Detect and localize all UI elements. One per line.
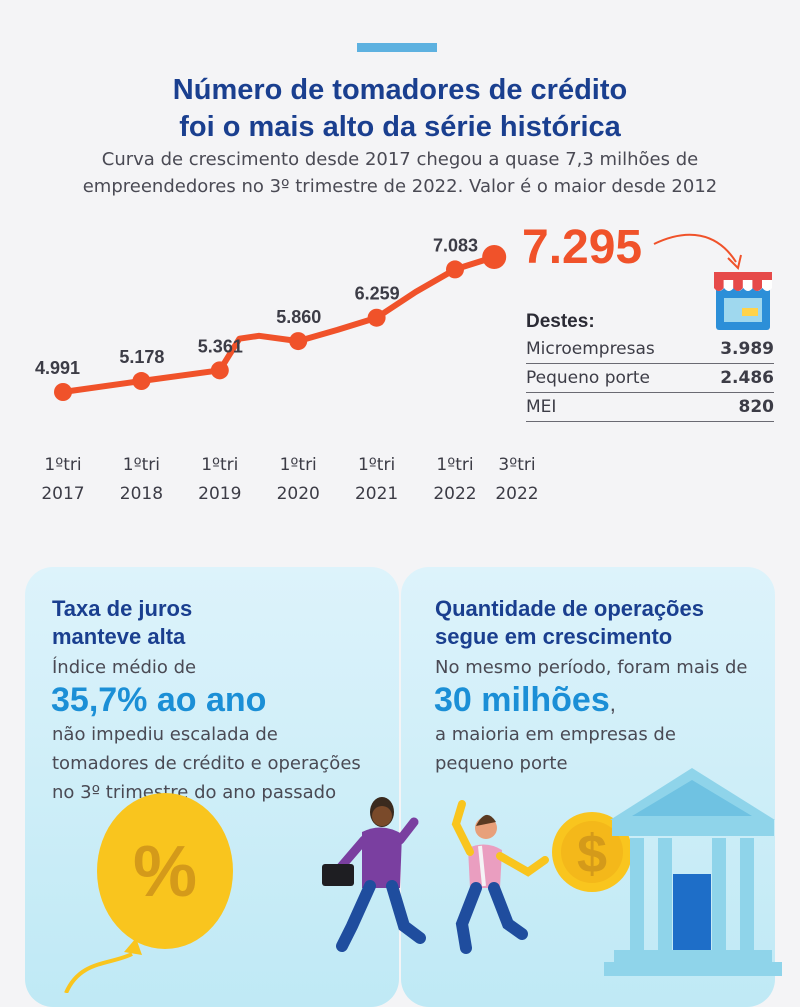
interest-rate-card: Taxa de juros manteve alta Índice médio … bbox=[25, 567, 399, 1007]
row-value: 820 bbox=[738, 397, 775, 417]
table-row: Pequeno porte 2.486 bbox=[526, 364, 774, 393]
row-label: Microempresas bbox=[526, 339, 655, 359]
x-tick-label: 2018 bbox=[120, 484, 163, 504]
breakdown-heading: Destes: bbox=[526, 311, 595, 332]
row-value: 3.989 bbox=[720, 339, 774, 359]
page-subtitle: Curva de crescimento desde 2017 chegou a… bbox=[20, 146, 780, 200]
x-tick-label: 2019 bbox=[198, 484, 241, 504]
data-points bbox=[54, 245, 507, 401]
table-row: MEI 820 bbox=[526, 393, 774, 422]
data-label: 5.178 bbox=[119, 347, 164, 367]
title-line-1: Número de tomadores de crédito bbox=[172, 74, 628, 106]
store-icon bbox=[714, 272, 772, 330]
highlight-value: 7.295 bbox=[522, 221, 643, 274]
x-tick-label: 1ºtri bbox=[44, 455, 81, 475]
line-chart: 4.991 5.178 5.361 5.860 6.259 7.083 1ºtri 2017… bbox=[35, 235, 539, 504]
card-title-line-1: Quantidade de operações bbox=[435, 596, 704, 621]
data-point bbox=[210, 361, 229, 380]
card-text-line-3: no 3º trimestre do ano passado bbox=[52, 782, 337, 803]
data-point bbox=[367, 308, 386, 327]
x-axis-labels: 1ºtri 2017 1ºtri 2018 1ºtri 2019 1ºtri 2020 1ºtr… bbox=[41, 455, 538, 504]
row-value: 2.486 bbox=[720, 368, 774, 388]
svg-text:%: % bbox=[133, 832, 197, 912]
card-big-value: 35,7% ao ano bbox=[51, 681, 267, 719]
card-text-line-1: a maioria em empresas de bbox=[435, 724, 676, 745]
subtitle-line-1: Curva de crescimento desde 2017 chegou a… bbox=[101, 149, 699, 170]
table-row: Microempresas 3.989 bbox=[526, 335, 774, 364]
x-tick-label: 2022 bbox=[495, 484, 538, 504]
dollar-coin-icon: $ bbox=[552, 812, 632, 892]
card-text-line-1: não impediu escalada de bbox=[52, 724, 278, 745]
svg-text:$: $ bbox=[577, 824, 607, 884]
data-label: 4.991 bbox=[35, 358, 80, 378]
data-point bbox=[482, 245, 507, 269]
x-tick-label: 2021 bbox=[355, 484, 398, 504]
percent-balloon-icon: % bbox=[64, 793, 233, 993]
data-label: 5.860 bbox=[276, 307, 321, 327]
card-big-value: 30 milhões, bbox=[434, 681, 616, 720]
x-tick-label: 1ºtri bbox=[358, 455, 395, 475]
illustrations: % $ bbox=[64, 768, 782, 993]
card-text-line-2: pequeno porte bbox=[435, 753, 568, 774]
x-tick-label: 1ºtri bbox=[280, 455, 317, 475]
x-tick-label: 2022 bbox=[433, 484, 476, 504]
breakdown-table: Destes: Microempresas 3.989 Pequeno port… bbox=[526, 311, 774, 422]
x-tick-label: 3ºtri bbox=[498, 455, 535, 475]
man-runner-figure bbox=[451, 800, 549, 954]
card-text: não impediu escalada de tomadores de cré… bbox=[52, 720, 361, 807]
card-intro: No mesmo período, foram mais de bbox=[435, 657, 748, 678]
card-title: Taxa de juros manteve alta bbox=[52, 595, 192, 651]
x-tick-label: 2017 bbox=[41, 484, 84, 504]
bank-building-icon bbox=[604, 768, 782, 976]
x-tick-label: 2020 bbox=[277, 484, 320, 504]
title-line-2: foi o mais alto da série histórica bbox=[179, 111, 621, 143]
data-point bbox=[446, 260, 464, 279]
page-title: Número de tomadores de crédito foi o mai… bbox=[0, 72, 800, 146]
card-title-line-2: segue em crescimento bbox=[435, 624, 673, 649]
subtitle-line-2: empreendedores no 3º trimestre de 2022. … bbox=[82, 176, 718, 197]
card-title: Quantidade de operações segue em crescim… bbox=[435, 595, 704, 651]
data-point bbox=[289, 332, 308, 351]
data-label: 5.361 bbox=[198, 336, 243, 356]
big-suffix: , bbox=[609, 691, 616, 716]
x-tick-label: 1ºtri bbox=[201, 455, 238, 475]
card-text-line-2: tomadores de crédito e operações bbox=[52, 753, 361, 774]
card-text: a maioria em empresas de pequeno porte bbox=[435, 720, 676, 778]
big-number: 30 milhões bbox=[434, 681, 610, 719]
card-intro: Índice médio de bbox=[52, 657, 197, 678]
curved-arrow-icon bbox=[653, 233, 742, 270]
card-title-line-1: Taxa de juros bbox=[52, 596, 193, 621]
data-labels: 4.991 5.178 5.361 5.860 6.259 7.083 bbox=[35, 235, 478, 378]
data-point bbox=[54, 383, 72, 401]
data-point bbox=[132, 372, 151, 391]
data-label: 7.083 bbox=[433, 235, 478, 255]
x-tick-label: 1ºtri bbox=[123, 455, 160, 475]
top-accent-bar bbox=[357, 43, 437, 52]
x-tick-label: 1ºtri bbox=[436, 455, 473, 475]
row-label: Pequeno porte bbox=[526, 368, 651, 388]
card-title-line-2: manteve alta bbox=[52, 624, 186, 649]
woman-runner-figure bbox=[322, 797, 426, 952]
row-label: MEI bbox=[526, 397, 557, 417]
data-label: 6.259 bbox=[355, 284, 400, 304]
